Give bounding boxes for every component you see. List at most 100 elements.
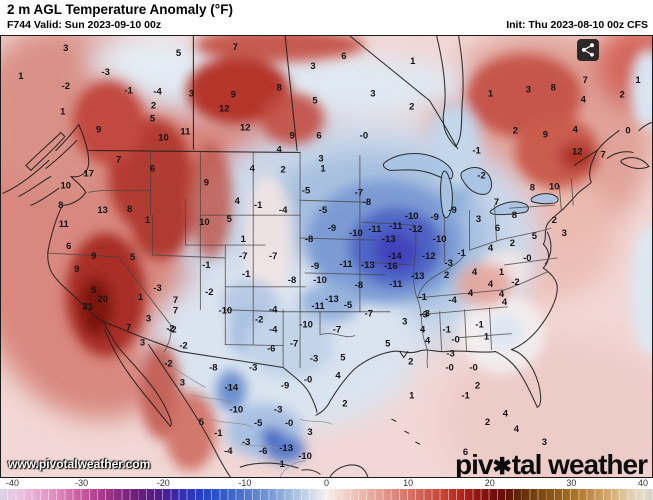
svg-text:8: 8: [530, 182, 535, 193]
svg-text:0: 0: [625, 126, 630, 137]
svg-text:5: 5: [91, 285, 96, 296]
svg-text:-10: -10: [218, 306, 232, 317]
svg-text:6: 6: [463, 447, 468, 458]
map-canvas: 3 5 7 6 3 1 1 -3 -2 -1 -4 3 1 2 5 9 10 11 9 8 5 3 2 12 12 9 6 -0 4 4 2…: [0, 35, 653, 478]
svg-text:2: 2: [280, 164, 285, 175]
svg-text:-5: -5: [344, 300, 352, 311]
svg-text:-1: -1: [457, 248, 465, 259]
svg-text:6: 6: [150, 163, 155, 174]
svg-text:17: 17: [83, 168, 94, 179]
colorbar-tick: 10: [403, 478, 414, 488]
svg-text:4: 4: [335, 370, 341, 381]
svg-text:2: 2: [409, 102, 414, 113]
pivotal-weather-logo: piv✱tal weather: [455, 449, 648, 478]
svg-text:-5: -5: [319, 205, 327, 216]
svg-text:1: 1: [241, 234, 246, 245]
svg-text:-2: -2: [164, 359, 172, 370]
svg-text:11: 11: [180, 127, 190, 138]
svg-text:-2: -2: [166, 324, 174, 335]
svg-text:-11: -11: [389, 279, 402, 290]
svg-text:-9: -9: [328, 223, 336, 234]
logo-text-tal-weather: tal weather: [511, 449, 648, 478]
svg-text:1: 1: [499, 267, 504, 278]
svg-text:-3: -3: [419, 310, 427, 321]
svg-text:-1: -1: [202, 260, 210, 271]
svg-text:-2: -2: [62, 81, 70, 92]
init-time-label: Init: Thu 2023-08-10 00z CFS: [506, 19, 648, 31]
map-header: 2 m AGL Temperature Anomaly (°F) F744 Va…: [0, 0, 653, 35]
svg-text:-9: -9: [430, 212, 438, 223]
share-button[interactable]: [577, 39, 599, 61]
svg-text:-6: -6: [259, 446, 267, 457]
svg-text:1: 1: [488, 89, 493, 100]
svg-text:1: 1: [320, 163, 325, 174]
svg-text:3: 3: [307, 427, 312, 438]
colorbar-tick: 20: [484, 478, 495, 488]
svg-text:-4: -4: [269, 305, 278, 316]
svg-text:-0: -0: [445, 362, 453, 373]
svg-text:9: 9: [96, 125, 101, 136]
svg-text:4: 4: [514, 424, 520, 435]
svg-text:1: 1: [409, 390, 414, 401]
svg-text:-9: -9: [281, 380, 289, 391]
svg-text:-3: -3: [310, 354, 318, 365]
svg-text:13: 13: [97, 205, 108, 216]
svg-text:-8: -8: [355, 280, 363, 291]
colorbar: [0, 489, 653, 500]
svg-text:5: 5: [385, 339, 390, 350]
svg-text:2: 2: [510, 238, 515, 249]
svg-text:5: 5: [227, 214, 232, 225]
svg-text:4: 4: [502, 297, 508, 308]
svg-text:12: 12: [572, 146, 583, 157]
svg-text:3: 3: [63, 43, 68, 54]
svg-text:3: 3: [140, 338, 145, 349]
svg-text:-1: -1: [461, 390, 469, 401]
svg-text:4: 4: [250, 163, 256, 174]
svg-text:-10: -10: [433, 234, 447, 245]
svg-text:1: 1: [145, 215, 150, 226]
colorbar-tick: -10: [238, 478, 252, 488]
svg-text:3: 3: [476, 214, 481, 225]
valid-time-label: F744 Valid: Sun 2023-09-10 00z: [7, 19, 162, 31]
svg-text:3: 3: [318, 153, 323, 164]
svg-text:12: 12: [240, 123, 251, 134]
svg-text:-7: -7: [290, 339, 298, 350]
svg-text:7: 7: [173, 295, 178, 306]
svg-text:4: 4: [581, 95, 587, 106]
svg-text:3: 3: [542, 437, 547, 448]
svg-text:6: 6: [495, 223, 500, 234]
svg-text:-0: -0: [469, 362, 477, 373]
svg-text:-4: -4: [448, 295, 457, 306]
svg-text:4: 4: [573, 125, 579, 136]
svg-text:-11: -11: [311, 301, 324, 312]
svg-text:1: 1: [635, 75, 640, 86]
svg-text:21: 21: [82, 302, 93, 313]
share-icon: [581, 43, 595, 57]
svg-text:6: 6: [316, 131, 321, 142]
svg-text:-4: -4: [153, 87, 162, 98]
svg-text:8: 8: [512, 210, 517, 221]
svg-text:-1: -1: [214, 428, 222, 439]
svg-text:3: 3: [370, 89, 375, 100]
colorbar-segments: [0, 489, 653, 500]
svg-text:9: 9: [543, 130, 548, 141]
svg-text:2: 2: [513, 126, 518, 137]
svg-text:9: 9: [231, 90, 236, 101]
svg-text:-7: -7: [333, 325, 341, 336]
svg-text:7: 7: [116, 154, 121, 165]
svg-text:-13: -13: [325, 294, 339, 305]
svg-text:3: 3: [526, 85, 531, 96]
colorbar-tick: -40: [6, 478, 20, 488]
svg-text:-1: -1: [475, 320, 483, 331]
svg-text:11: 11: [59, 219, 69, 230]
svg-text:-7: -7: [365, 309, 373, 320]
svg-text:2: 2: [151, 101, 156, 112]
svg-text:10: 10: [199, 217, 210, 228]
svg-text:-2: -2: [511, 277, 519, 288]
svg-text:20: 20: [97, 294, 108, 305]
svg-text:-11: -11: [368, 224, 381, 235]
svg-text:-3: -3: [274, 404, 282, 415]
svg-text:3: 3: [310, 61, 315, 72]
